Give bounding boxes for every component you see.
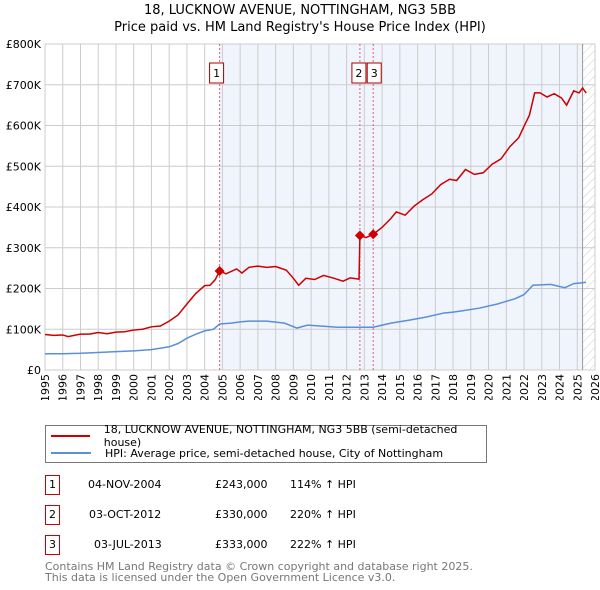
legend-swatch: [51, 435, 90, 437]
sale-marker-label: 3: [371, 67, 378, 80]
sale-badge: 2: [45, 505, 60, 525]
x-tick-label: 2019: [465, 374, 478, 400]
x-tick-label: 1995: [39, 374, 52, 400]
sale-date: 03-OCT-2012: [89, 508, 162, 521]
x-tick-label: 2013: [358, 374, 371, 400]
sale-point: [354, 230, 365, 241]
x-tick-label: 2004: [199, 374, 212, 400]
y-tick-label: £0: [27, 364, 41, 377]
x-tick-label: 2024: [554, 374, 567, 400]
footer-licence: This data is licensed under the Open Gov…: [45, 571, 396, 584]
x-tick-label: 2012: [341, 374, 354, 400]
x-tick-label: 2014: [376, 374, 389, 400]
sale-row: 1 04-NOV-2004 £243,000 114% ↑ HPI: [45, 475, 545, 495]
x-tick-label: 2020: [483, 374, 496, 400]
sale-date: 03-JUL-2013: [94, 538, 162, 551]
legend-item-hpi: HPI: Average price, semi-detached house,…: [46, 445, 443, 461]
price-chart: 1995 1996 1997 1998 1999 2000 2001 2002 2003 2004…: [6, 38, 600, 400]
x-tick-label: 1999: [110, 374, 123, 400]
plot-frame: [44, 43, 596, 371]
legend-item-price: 18, LUCKNOW AVENUE, NOTTINGHAM, NG3 5BB …: [46, 423, 486, 449]
sale-marker-label: 1: [213, 67, 220, 80]
sale-point: [368, 229, 379, 240]
y-tick-label: £200K: [6, 283, 42, 296]
x-tick-label: 2022: [518, 374, 531, 400]
x-tick-label: 2008: [270, 374, 283, 400]
sale-hpi: 222% ↑ HPI: [290, 538, 356, 551]
sale-point: [214, 265, 225, 276]
x-tick-label: 2010: [305, 374, 318, 400]
y-tick-label: £500K: [6, 160, 42, 173]
x-tick-label: 2000: [128, 374, 141, 400]
x-tick-label: 1996: [57, 374, 70, 400]
x-tick-label: 2026: [589, 374, 600, 400]
sale-date: 04-NOV-2004: [88, 478, 162, 491]
x-tick-label: 2001: [145, 374, 158, 400]
legend-label: HPI: Average price, semi-detached house,…: [105, 446, 444, 460]
sale-row: 3 03-JUL-2013 £333,000 222% ↑ HPI: [45, 535, 545, 555]
sale-marker-label: 2: [355, 67, 362, 80]
sale-price: £330,000: [215, 508, 268, 521]
series-line-price: [44, 86, 587, 338]
sale-marker-box: [209, 62, 225, 84]
y-tick-label: £600K: [6, 120, 42, 133]
x-tick-label: 2007: [252, 374, 265, 400]
x-tick-label: 2002: [163, 374, 176, 400]
x-tick-label: 2025: [571, 374, 584, 400]
series-line-hpi: [45, 281, 587, 355]
y-tick-label: £400K: [6, 201, 42, 214]
x-tick-label: 2016: [412, 374, 425, 400]
x-tick-label: 1997: [74, 374, 87, 400]
legend-swatch: [51, 452, 91, 454]
chart-subtitle: Price paid vs. HM Land Registry's House …: [114, 20, 486, 35]
x-tick-label: 2003: [181, 374, 194, 400]
x-tick-label: 2006: [234, 374, 247, 400]
sale-price: £333,000: [215, 538, 268, 551]
chart-title: 18, LUCKNOW AVENUE, NOTTINGHAM, NG3 5BB: [143, 3, 457, 18]
sale-marker-box: [351, 62, 367, 84]
sale-badge: 1: [45, 475, 60, 495]
x-tick-label: 2011: [323, 374, 336, 400]
sale-hpi: 114% ↑ HPI: [290, 478, 356, 491]
x-tick-label: 2009: [287, 374, 300, 400]
x-tick-label: 2018: [447, 374, 460, 400]
x-tick-label: 2021: [500, 374, 513, 400]
x-tick-label: 2017: [429, 374, 442, 400]
sale-marker-box: [366, 62, 382, 84]
sale-hpi: 220% ↑ HPI: [290, 508, 356, 521]
sale-price: £243,000: [215, 478, 268, 491]
y-tick-label: £800K: [6, 38, 42, 51]
legend: 18, LUCKNOW AVENUE, NOTTINGHAM, NG3 5BB …: [45, 423, 487, 463]
legend-label: 18, LUCKNOW AVENUE, NOTTINGHAM, NG3 5BB …: [103, 423, 458, 449]
x-tick-label: 1998: [92, 374, 105, 400]
y-tick-label: £700K: [6, 79, 42, 92]
sale-badge: 3: [45, 535, 60, 555]
x-tick-label: 2015: [394, 374, 407, 400]
footer-copyright: Contains HM Land Registry data © Crown c…: [45, 560, 473, 573]
y-tick-label: £300K: [6, 242, 42, 255]
x-tick-label: 2005: [216, 374, 229, 400]
y-tick-label: £100K: [6, 323, 42, 336]
x-tick-label: 2023: [536, 374, 549, 400]
sale-row: 2 03-OCT-2012 £330,000 220% ↑ HPI: [45, 505, 545, 525]
